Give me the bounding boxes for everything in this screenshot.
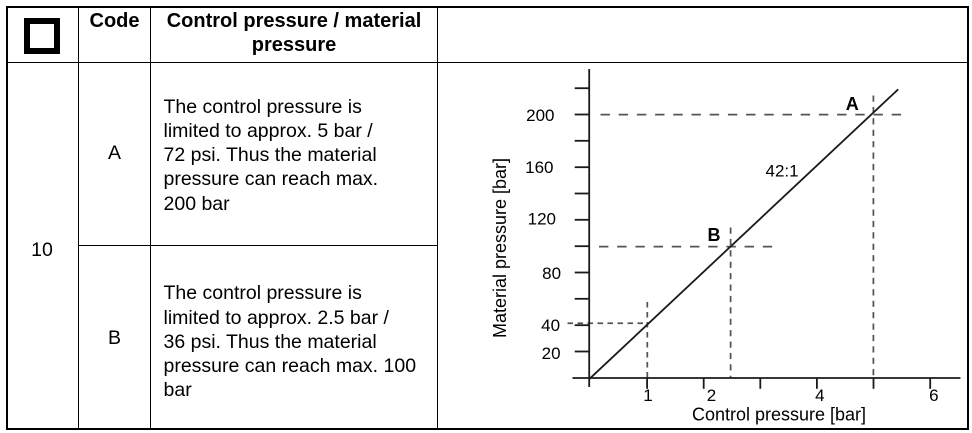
svg-text:120: 120 [528,210,556,229]
svg-text:4: 4 [815,386,824,405]
svg-text:6: 6 [929,386,938,405]
svg-text:80: 80 [542,264,561,283]
svg-text:Material pressure [bar]: Material pressure [bar] [490,158,510,338]
svg-text:160: 160 [525,158,553,177]
svg-text:200: 200 [526,106,554,125]
svg-text:42:1: 42:1 [766,162,799,181]
svg-text:A: A [846,94,859,114]
svg-text:2: 2 [707,386,716,405]
svg-text:Control pressure [bar]: Control pressure [bar] [692,404,866,424]
svg-text:B: B [708,225,721,245]
svg-text:1: 1 [643,386,652,405]
svg-text:40: 40 [541,316,560,335]
svg-text:20: 20 [542,344,561,363]
